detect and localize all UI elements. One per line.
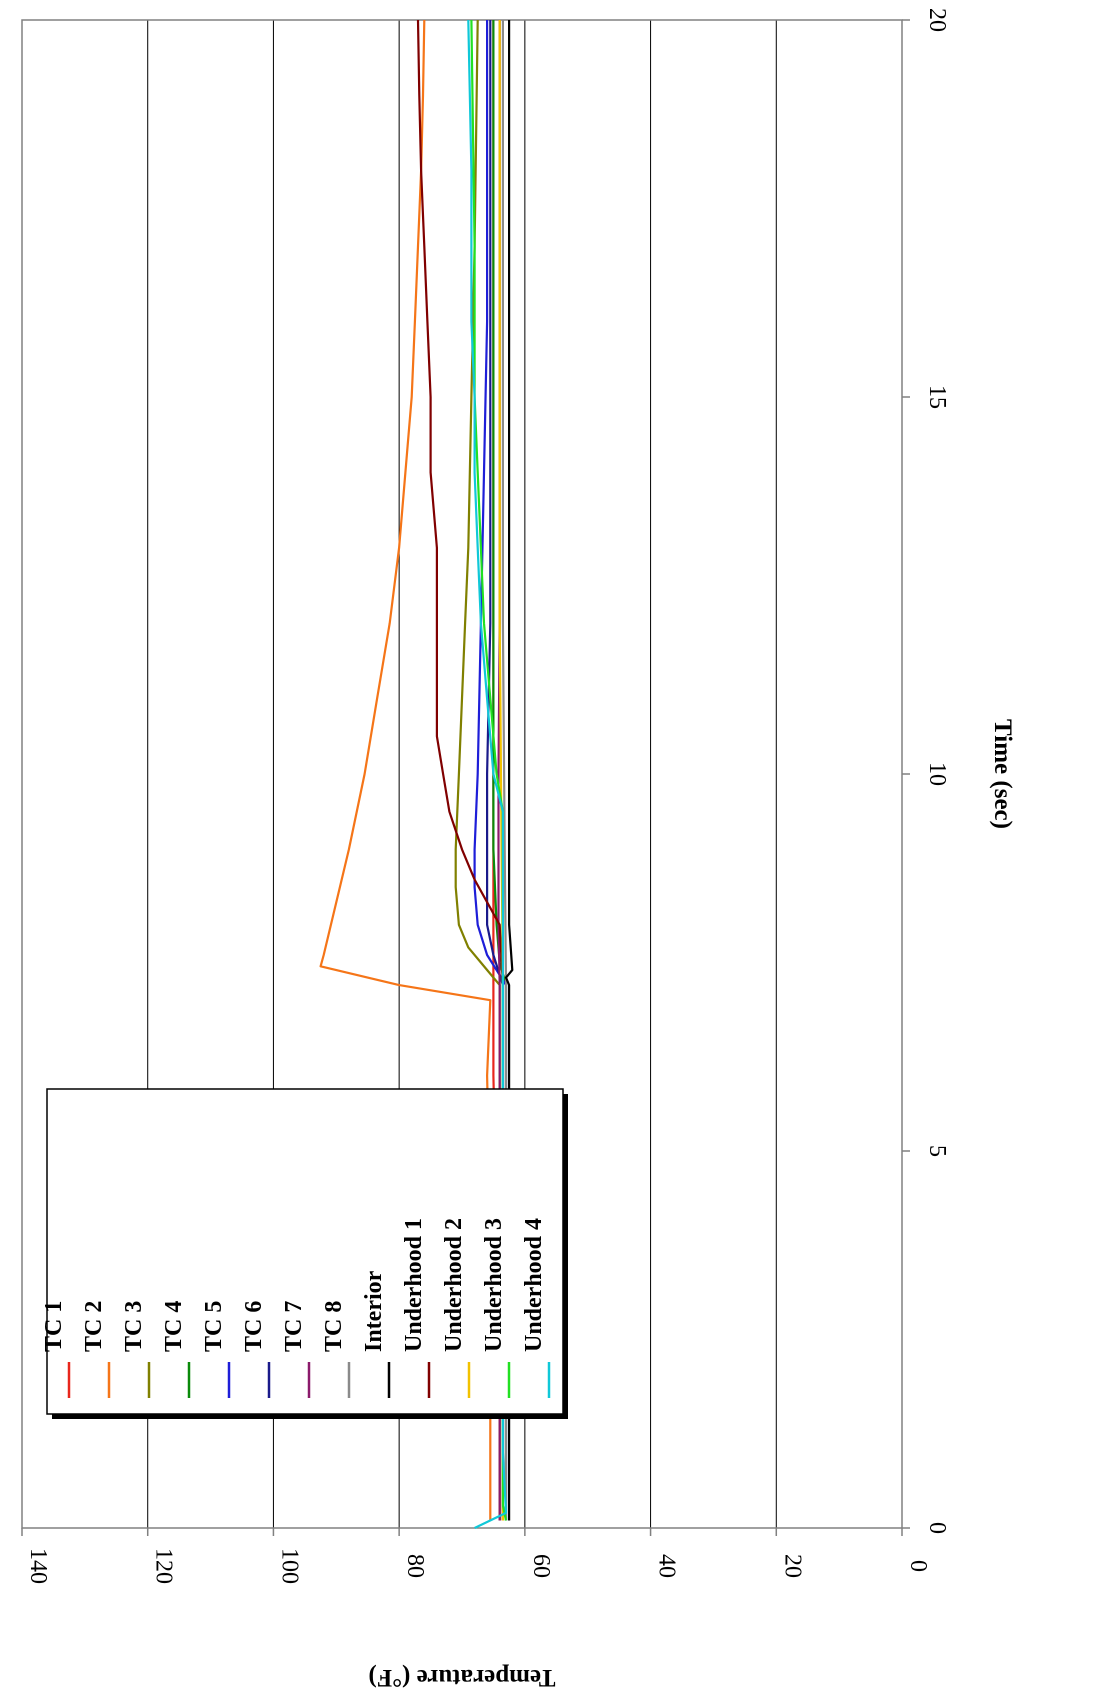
y-tick-label: 0 — [905, 1560, 931, 1572]
y-tick-label: 60 — [528, 1554, 554, 1578]
x-tick-label: 5 — [924, 1145, 950, 1157]
y-tick-label: 20 — [779, 1554, 805, 1578]
legend-label: Underhood 4 — [521, 1218, 547, 1352]
gridlines — [147, 20, 777, 1528]
x-tick-label: 20 — [924, 8, 950, 32]
legend: TC 1 TC 2 TC 3 TC 4 TC 5 TC 6 TC 7 TC 8 Interior… — [41, 1088, 568, 1419]
legend-box — [46, 1088, 564, 1415]
legend-label: Interior — [361, 1270, 387, 1352]
series-line-tc-2 — [319, 19, 492, 1521]
y-tick-label: 40 — [654, 1554, 680, 1578]
legend-label: Underhood 1 — [401, 1218, 427, 1352]
y-tick-label: 140 — [25, 1548, 51, 1584]
legend-label: TC 1 — [41, 1301, 67, 1352]
legend-label: TC 6 — [241, 1301, 267, 1352]
legend-label: Underhood 3 — [481, 1218, 507, 1352]
legend-label: TC 5 — [201, 1301, 227, 1352]
legend-label: TC 7 — [281, 1301, 307, 1352]
y-tick-label: 100 — [276, 1548, 302, 1584]
y-axis-ticks: 0 20 40 60 80 100 120 140 — [21, 1528, 931, 1584]
legend-label: TC 2 — [81, 1301, 107, 1352]
legend-label: TC 8 — [321, 1301, 347, 1352]
legend-label: TC 4 — [161, 1301, 187, 1352]
y-tick-label: 120 — [151, 1548, 177, 1584]
legend-label: Underhood 2 — [441, 1218, 467, 1352]
y-tick-label: 80 — [402, 1554, 428, 1578]
legend-label: TC 3 — [121, 1301, 147, 1352]
x-tick-label: 0 — [924, 1522, 950, 1534]
x-tick-label: 10 — [924, 762, 950, 786]
y-axis-title: Temperature (°F) — [368, 1664, 555, 1691]
x-axis-title: Time (sec) — [989, 719, 1016, 829]
x-axis-ticks: 0 5 10 15 20 — [902, 8, 950, 1534]
x-tick-label: 15 — [924, 385, 950, 409]
